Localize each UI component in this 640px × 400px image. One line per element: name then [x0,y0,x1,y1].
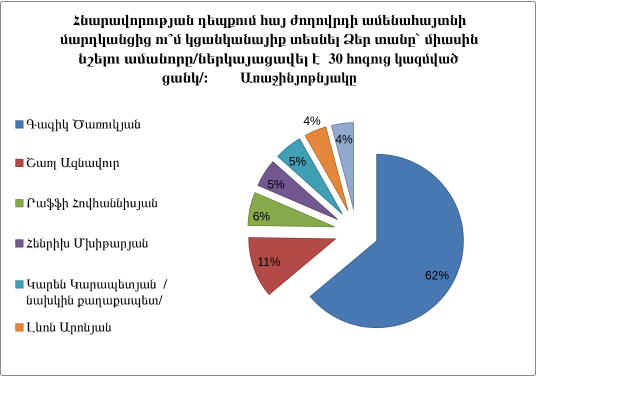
svg-text:4%: 4% [303,114,321,128]
svg-text:5%: 5% [267,178,285,192]
svg-text:11%: 11% [257,255,280,269]
svg-text:6%: 6% [253,210,271,224]
svg-text:4%: 4% [335,133,353,147]
svg-text:5%: 5% [289,155,307,169]
svg-text:62%: 62% [425,269,449,283]
